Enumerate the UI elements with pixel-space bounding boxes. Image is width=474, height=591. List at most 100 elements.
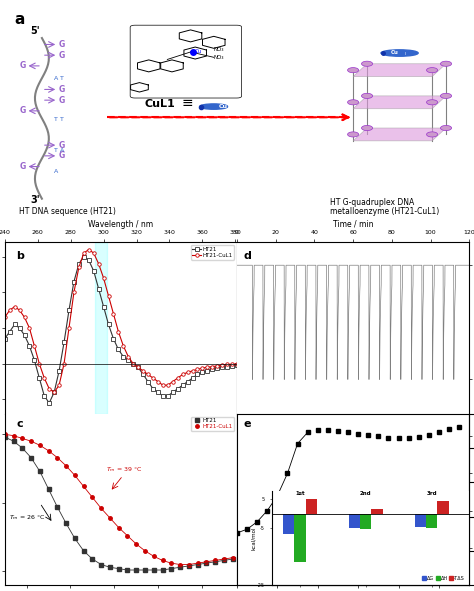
- HT21-CuL1: [195, 366, 201, 373]
- Text: Cu: Cu: [195, 50, 202, 54]
- HT21: [19, 444, 25, 452]
- HT21: [90, 556, 95, 563]
- HT21-CuL1: [19, 435, 25, 442]
- HT21: [66, 307, 72, 314]
- Text: d: d: [244, 251, 252, 261]
- Ellipse shape: [200, 104, 228, 109]
- HT21: [46, 400, 52, 407]
- HT21: [27, 342, 32, 349]
- Line: HT21: HT21: [3, 436, 234, 571]
- HT21-CuL1: [37, 441, 43, 449]
- Circle shape: [440, 125, 452, 131]
- HT21-CuL1: [46, 447, 51, 454]
- HT21-CuL1: [66, 324, 72, 332]
- HT21: [28, 454, 34, 461]
- HT21-CuL1: [46, 385, 52, 392]
- HT21: [140, 371, 146, 378]
- HT21: [142, 566, 148, 573]
- HT21-CuL1: [91, 249, 97, 256]
- X-axis label: Time / min: Time / min: [333, 220, 374, 229]
- HT21: [10, 437, 16, 444]
- HT21-CuL1: [214, 362, 220, 369]
- HT21: [212, 558, 218, 566]
- Polygon shape: [353, 128, 446, 141]
- HT21-CuL1: [51, 389, 57, 396]
- HT21: [185, 378, 191, 385]
- HT21-CuL1: [10, 432, 16, 439]
- Bar: [95, 242, 107, 414]
- HT21: [150, 385, 156, 392]
- HT21-CuL1: [224, 361, 230, 368]
- HT21-CuL1: [185, 369, 191, 376]
- HT21: [195, 561, 201, 568]
- Line: HT21: HT21: [3, 255, 239, 405]
- HT21-CuL1: [190, 368, 195, 375]
- Polygon shape: [353, 96, 446, 109]
- HT21-CuL1: [234, 360, 240, 367]
- HT21-CuL1: [195, 560, 201, 567]
- Text: a: a: [14, 12, 24, 27]
- Text: T: T: [54, 116, 57, 122]
- Circle shape: [427, 67, 438, 73]
- HT21-CuL1: [130, 360, 136, 367]
- HT21: [230, 556, 236, 563]
- HT21: [180, 382, 185, 389]
- HT21: [195, 371, 201, 378]
- Legend: HT21, HT21-CuL1: HT21, HT21-CuL1: [191, 417, 234, 431]
- HT21-CuL1: [76, 264, 82, 271]
- HT21-CuL1: [2, 431, 8, 438]
- HT21: [81, 253, 87, 260]
- HT21: [96, 285, 101, 293]
- Text: b: b: [16, 251, 24, 261]
- HT21: [12, 321, 18, 328]
- Text: NO₃: NO₃: [214, 56, 224, 60]
- Circle shape: [362, 125, 373, 131]
- HT21-CuL1: [180, 371, 185, 378]
- HT21: [155, 389, 161, 396]
- HT21-CuL1: [229, 361, 235, 368]
- Text: A: A: [60, 148, 64, 153]
- HT21-CuL1: [160, 382, 166, 389]
- HT21-CuL1: [221, 556, 227, 563]
- Circle shape: [347, 67, 359, 73]
- HT21: [200, 369, 205, 376]
- HT21: [126, 356, 131, 363]
- HT21-CuL1: [168, 560, 174, 567]
- HT21: [177, 564, 183, 571]
- HT21: [81, 547, 86, 554]
- HT21: [224, 363, 230, 370]
- Text: ≡: ≡: [181, 96, 193, 109]
- HT21: [17, 324, 22, 332]
- Text: A: A: [54, 76, 58, 81]
- Text: G: G: [58, 51, 64, 60]
- Text: NO₃: NO₃: [214, 47, 224, 52]
- HT21: [56, 368, 62, 375]
- Text: II: II: [404, 52, 407, 56]
- Circle shape: [362, 61, 373, 66]
- HT21-CuL1: [203, 558, 209, 566]
- HT21-CuL1: [210, 363, 215, 370]
- Circle shape: [427, 100, 438, 105]
- Circle shape: [347, 100, 359, 105]
- HT21: [160, 392, 166, 400]
- HT21-CuL1: [101, 275, 107, 282]
- HT21: [203, 560, 209, 567]
- HT21: [130, 360, 136, 367]
- Text: G: G: [58, 85, 64, 94]
- HT21-CuL1: [116, 524, 121, 531]
- HT21-CuL1: [155, 378, 161, 385]
- HT21: [214, 365, 220, 372]
- HT21: [116, 565, 121, 572]
- HT21: [7, 328, 12, 335]
- HT21: [86, 256, 91, 264]
- HT21: [120, 353, 126, 360]
- HT21-CuL1: [230, 554, 236, 561]
- Text: Cu: Cu: [219, 103, 228, 109]
- Polygon shape: [353, 64, 446, 77]
- HT21: [22, 332, 27, 339]
- HT21-CuL1: [150, 375, 156, 382]
- HT21: [37, 467, 43, 475]
- HT21-CuL1: [200, 365, 205, 372]
- HT21-CuL1: [55, 454, 60, 461]
- HT21: [151, 566, 156, 573]
